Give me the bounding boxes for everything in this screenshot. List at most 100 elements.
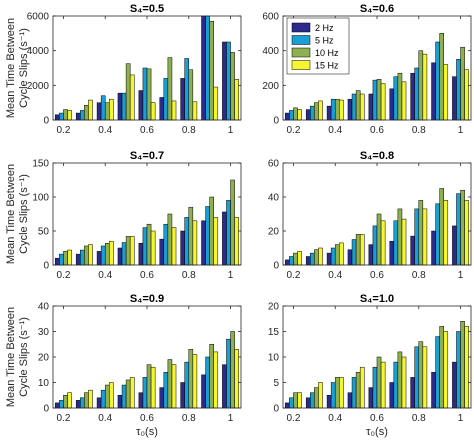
bar-2hz-0.3 (75, 400, 81, 409)
bar-5hz-1 (226, 200, 231, 266)
bar-15hz-0.7 (401, 356, 407, 409)
y-axis-label: Mean Time BetweenCycle Slips (s⁻¹) (5, 307, 30, 407)
bar-15hz-0.4 (339, 99, 344, 121)
bar-15hz-0.4 (109, 98, 114, 121)
bar-15hz-0.2 (297, 251, 302, 266)
bar-10hz-0.3 (314, 102, 319, 121)
bar-10hz-0.8 (188, 349, 194, 409)
x-axis-label: τ₀(s) (136, 426, 158, 438)
x-tick-label: 1 (228, 413, 234, 424)
bar-15hz-0.2 (297, 392, 302, 409)
y-axis-label-line1: Mean Time Between (5, 307, 17, 407)
bar-5hz-0.7 (163, 372, 169, 409)
y-axis-label-line2: Cycle Slips (s⁻¹) (18, 317, 30, 397)
bar-10hz-0.6 (146, 364, 152, 409)
y-tick-label: 4000 (27, 46, 50, 57)
bar-10hz-0.4 (334, 377, 340, 409)
bar-15hz-0.5 (359, 93, 365, 121)
bar-2hz-0.8 (410, 377, 415, 409)
bar-5hz-0.5 (351, 377, 357, 409)
bar-5hz-0.4 (330, 247, 336, 266)
bar-5hz-1 (456, 59, 461, 121)
x-tick-label: 0.6 (370, 125, 384, 136)
bar-2hz-0.2 (285, 112, 290, 121)
x-tick-label: 0.8 (182, 125, 196, 136)
x-tick-label: 0.2 (286, 125, 300, 136)
bar-15hz-0.4 (109, 382, 114, 409)
x-tick-label: 0.4 (328, 413, 342, 424)
bar-15hz-0.2 (67, 392, 72, 409)
bar-5hz-0.3 (310, 105, 315, 121)
bar-10hz-0.7 (397, 72, 403, 121)
x-tick-label: 0.8 (412, 125, 426, 136)
bar-2hz-1 (222, 41, 227, 121)
bar-5hz-0.4 (100, 245, 106, 266)
bar-2hz-1 (452, 76, 457, 121)
bar-2hz-0.3 (305, 109, 311, 121)
bar-5hz-0.6 (142, 227, 148, 266)
bar-2hz-0.4 (96, 397, 102, 409)
bar-15hz-0.7 (401, 81, 407, 121)
bar-5hz-0.3 (310, 392, 315, 409)
chart-panel-3: 0 50 100 150 0.2 0.4 0.6 0.8 1 S₄=0.7 Mean Time Be… (5, 150, 242, 281)
bar-2hz-0.3 (75, 253, 81, 266)
y-axis-label-line2: Cycle Slips (s⁻¹) (18, 174, 30, 254)
bar-5hz-0.5 (121, 384, 127, 409)
x-tick-label: 0.8 (182, 270, 196, 281)
bar-15hz-0.9 (213, 217, 219, 266)
bar-5hz-0.8 (184, 361, 190, 409)
y-tick-label: 0 (43, 116, 49, 127)
bar-10hz-0.4 (104, 102, 110, 121)
y-tick-label: 200 (262, 81, 279, 92)
x-tick-label: 0.6 (370, 270, 384, 281)
bar-10hz-0.4 (334, 98, 340, 121)
y-tick-label: 600 (262, 12, 279, 23)
panel-title: S₄=0.9 (130, 293, 164, 305)
chart-panel-5: 0 10 20 30 40 0.2 0.4 0.6 0.8 1 S₄=0.9 Mean Time Be… (5, 293, 242, 438)
bar-5hz-0.9 (205, 356, 210, 409)
panel-title: S₄=0.8 (360, 150, 394, 162)
y-tick-label: 50 (38, 227, 50, 238)
bar-10hz-1 (460, 189, 465, 266)
bar-15hz-0.8 (192, 101, 198, 121)
bar-10hz-0.6 (146, 223, 152, 266)
x-tick-label: 0.8 (182, 413, 196, 424)
bar-2hz-0.3 (305, 256, 311, 266)
bar-2hz-0.3 (75, 112, 81, 121)
bar-10hz-0.9 (209, 20, 214, 121)
bar-2hz-0.6 (138, 392, 144, 409)
bar-10hz-0.8 (418, 50, 424, 121)
bar-10hz-0.7 (167, 57, 173, 121)
legend-entry: 15 Hz (315, 61, 339, 71)
bar-2hz-0.9 (431, 62, 436, 121)
bar-2hz-0.5 (117, 92, 123, 121)
bar-2hz-0.4 (96, 251, 102, 266)
bar-10hz-0.8 (418, 341, 424, 409)
bar-10hz-0.6 (146, 68, 152, 121)
bar-2hz-0.5 (117, 395, 123, 409)
bar-15hz-0.9 (213, 86, 219, 121)
y-tick-label: 400 (262, 46, 279, 57)
bar-5hz-1 (226, 338, 231, 409)
bar-5hz-0.4 (330, 382, 336, 409)
bar-10hz-0.6 (376, 213, 382, 266)
bar-5hz-0.6 (142, 377, 148, 409)
bar-10hz-0.6 (376, 356, 382, 409)
bar-5hz-0.8 (414, 208, 420, 266)
bar-2hz-0.8 (410, 72, 415, 121)
y-tick-label: 6000 (27, 12, 50, 23)
bar-2hz-0.7 (389, 240, 395, 266)
legend-entry: 10 Hz (315, 48, 339, 58)
y-tick-label: 0 (273, 404, 279, 415)
bar-10hz-0.9 (209, 196, 214, 266)
bar-5hz-0.4 (100, 389, 106, 409)
bar-5hz-1 (456, 193, 461, 266)
y-axis-label-line1: Mean Time Between (5, 164, 17, 264)
y-axis-label: Mean Time BetweenCycle Slips (s⁻¹) (5, 164, 30, 264)
bar-15hz-0.6 (150, 366, 156, 409)
bar-2hz-0.8 (180, 78, 185, 121)
y-tick-label: 0 (273, 261, 279, 272)
x-tick-label: 0.4 (98, 270, 112, 281)
bar-5hz-0.6 (372, 79, 378, 121)
bar-15hz-0.9 (443, 200, 449, 266)
